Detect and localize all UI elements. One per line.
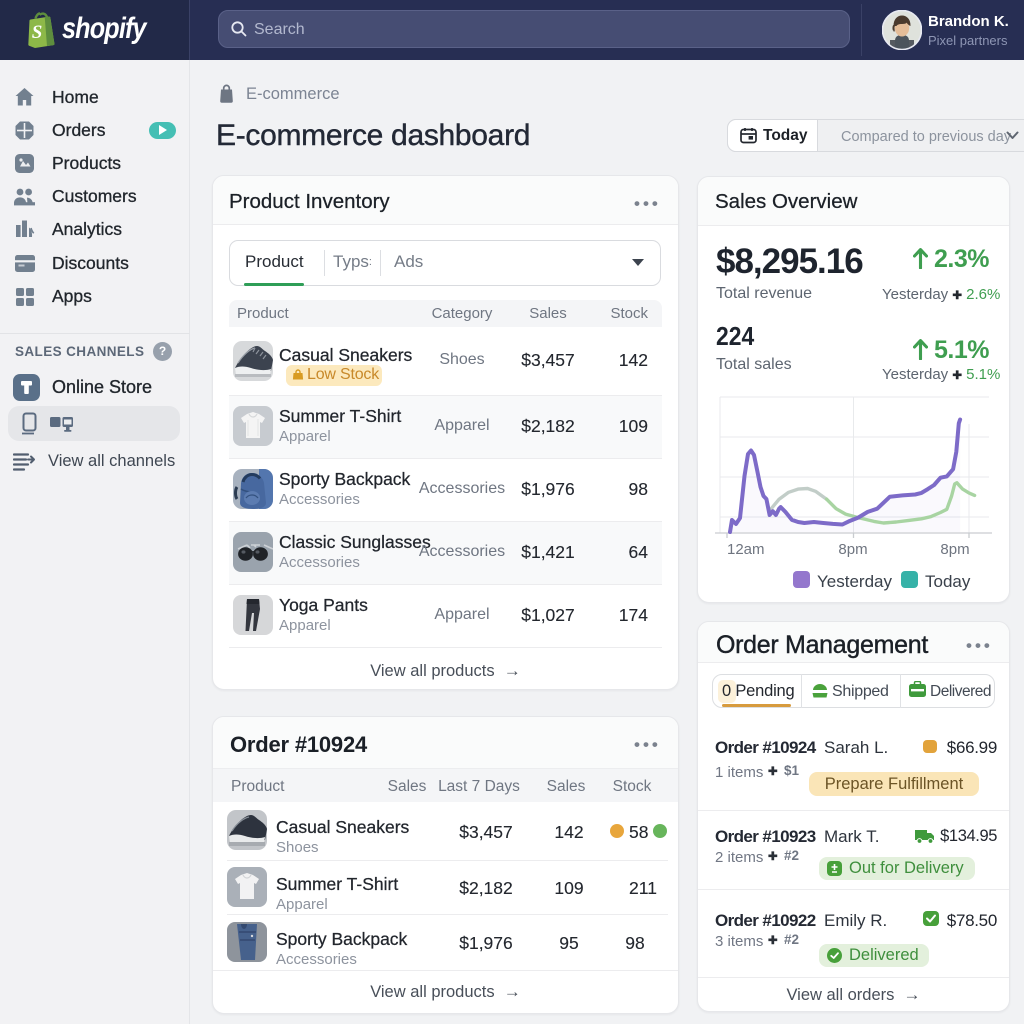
svg-text:8pm: 8pm [940,541,969,558]
svg-text:8pm: 8pm [838,541,867,558]
svg-text:S: S [32,22,43,43]
svg-text:12am: 12am [727,541,765,558]
